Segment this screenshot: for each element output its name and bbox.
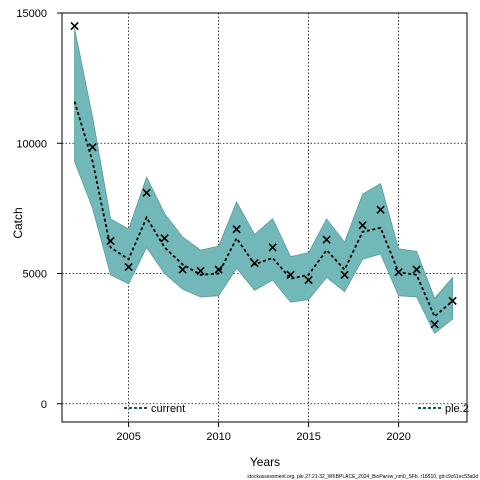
legend-current: current	[124, 403, 185, 415]
x-tick-label: 2005	[116, 431, 140, 443]
observed-point-stroke	[268, 243, 277, 252]
observed-point	[106, 236, 115, 246]
observed-point-stroke	[142, 188, 151, 197]
observed-point	[412, 265, 421, 274]
observed-point-stroke	[250, 258, 259, 268]
x-axis-label: Years	[250, 455, 280, 469]
plot-area	[62, 12, 467, 422]
observed-point	[340, 270, 349, 279]
observed-point	[70, 21, 79, 31]
legend-current-label: current	[151, 403, 185, 415]
observed-point	[430, 320, 439, 329]
observed-point	[358, 221, 367, 230]
legend-estimate: ple.2	[418, 403, 469, 415]
x-tick-label: 2020	[386, 431, 410, 443]
observed-point-stroke	[70, 21, 79, 31]
plot-frame	[61, 12, 468, 423]
observed-point	[304, 275, 313, 285]
observed-point-stroke	[358, 221, 367, 230]
axes: 2005 2010 2015 2020 0 5000 10000 15000	[16, 8, 468, 443]
observed-point	[196, 266, 205, 276]
observed-point	[286, 270, 295, 279]
observed-point	[322, 235, 331, 244]
observed-point	[160, 234, 169, 243]
observed-point-stroke	[286, 270, 295, 279]
observed-point-stroke	[88, 142, 97, 152]
observed-point	[250, 258, 259, 268]
observed-point-stroke	[232, 225, 241, 234]
observed-point	[178, 265, 187, 274]
observed-point-stroke	[196, 266, 205, 276]
y-tick-label: 0	[41, 399, 47, 411]
observed-point-stroke	[322, 235, 331, 244]
y-tick-label: 5000	[23, 269, 47, 281]
observed-point	[448, 296, 457, 306]
y-tick-label: 15000	[16, 8, 47, 20]
observed-point	[88, 142, 97, 152]
observed-point-stroke	[340, 270, 349, 279]
x-tick-label: 2015	[296, 431, 320, 443]
observed-point-stroke	[304, 275, 313, 285]
legend-estimate-label: ple.2	[445, 403, 469, 415]
observed-point	[394, 268, 403, 277]
observed-point	[142, 188, 151, 197]
source-note: stockassessment.org, ple.27.21-32_WKBPLA…	[247, 474, 478, 480]
observed-point	[376, 205, 385, 214]
confidence-band	[74, 28, 453, 335]
y-tick-label: 10000	[16, 138, 47, 150]
observed-point-stroke	[106, 236, 115, 246]
observed-point-stroke	[124, 262, 133, 272]
observed-point	[124, 262, 133, 272]
observed-point-stroke	[214, 265, 223, 274]
observed-point-stroke	[448, 296, 457, 306]
estimate-line	[73, 101, 454, 318]
observed-point-stroke	[394, 268, 403, 277]
observed-point	[232, 225, 241, 234]
x-tick-label: 2010	[206, 431, 230, 443]
observed-point-stroke	[430, 320, 439, 329]
observed-point-stroke	[178, 265, 187, 274]
observed-point-stroke	[376, 205, 385, 214]
observed-point-stroke	[160, 234, 169, 243]
observed-point	[268, 243, 277, 252]
y-axis-label: Catch	[11, 207, 25, 238]
observed-point	[214, 265, 223, 274]
observed-point-stroke	[412, 265, 421, 274]
